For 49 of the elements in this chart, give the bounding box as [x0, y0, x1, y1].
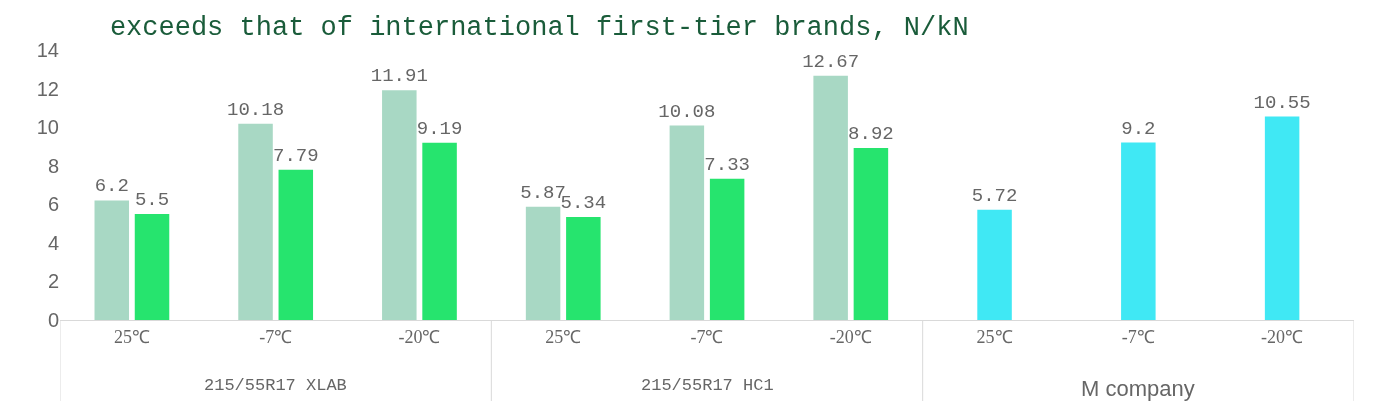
bar [566, 217, 601, 320]
bar [278, 169, 314, 320]
data-label: 12.67 [802, 50, 860, 73]
bar [238, 123, 273, 320]
y-tick-label: 12 [36, 77, 59, 100]
data-label: 10.08 [658, 100, 716, 123]
x-tick-label: -20℃ [829, 326, 872, 347]
x-tick-label: -20℃ [398, 326, 441, 347]
bar [813, 75, 848, 320]
data-label: 5.5 [134, 188, 170, 211]
y-tick-label: 6 [47, 193, 59, 216]
y-tick-label: 2 [47, 270, 59, 293]
x-tick-label: -7℃ [259, 326, 293, 347]
bar [1264, 116, 1300, 320]
y-tick-label: 8 [47, 154, 59, 177]
chart-title: exceeds that of international first-tier brands, N/kN [109, 13, 969, 44]
x-tick-label: -7℃ [690, 326, 724, 347]
data-label: 5.72 [971, 184, 1018, 207]
x-tick-label: 25℃ [976, 326, 1013, 347]
data-label: 11.91 [370, 65, 428, 88]
y-tick-label: 0 [47, 309, 59, 331]
data-label: 7.33 [704, 153, 750, 176]
data-label: 10.55 [1253, 91, 1311, 114]
x-tick-label: -20℃ [1261, 326, 1304, 347]
y-tick-label: 14 [36, 39, 59, 61]
x-tick-label: -7℃ [1121, 326, 1155, 347]
bar [134, 213, 170, 320]
data-label: 10.18 [227, 98, 285, 121]
bar [382, 90, 417, 320]
bar [709, 178, 745, 320]
data-label: 7.79 [272, 144, 319, 167]
data-label: 9.2 [1121, 117, 1156, 140]
bar [977, 209, 1012, 320]
bar [94, 200, 130, 320]
y-tick-label: 4 [47, 231, 59, 254]
bar [1121, 142, 1156, 320]
data-label: 6.2 [94, 175, 129, 198]
y-tick-label: 10 [36, 116, 59, 139]
bar [669, 125, 705, 320]
bar [853, 147, 889, 320]
data-label: 8.92 [848, 122, 894, 145]
bar [525, 206, 561, 320]
text: 215/55R17 HC1 [641, 376, 774, 395]
text: M company [1081, 376, 1195, 401]
bar [422, 142, 457, 320]
x-tick-label: 25℃ [545, 326, 582, 347]
data-label: 9.19 [416, 117, 463, 140]
x-tick-label: 25℃ [113, 326, 150, 347]
text: 215/55R17 XLAB [204, 376, 347, 395]
